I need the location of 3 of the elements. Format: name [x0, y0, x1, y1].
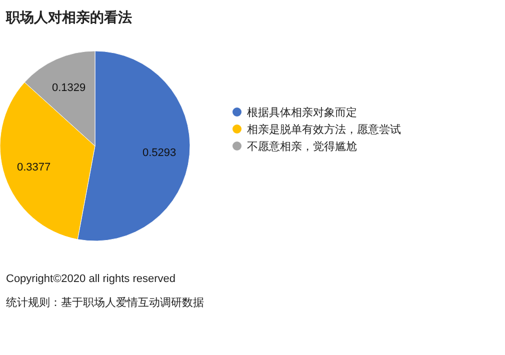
title: 职场人对相亲的看法 — [6, 9, 132, 25]
annotation: 统计规则：基于职场人爱情互动调研数据 — [6, 297, 204, 309]
annotation: Copyright©2020 all rights reserved — [6, 273, 176, 285]
